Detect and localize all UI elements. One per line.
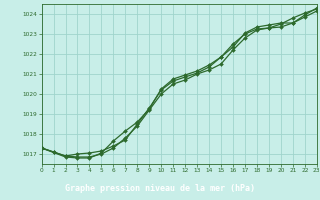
Text: Graphe pression niveau de la mer (hPa): Graphe pression niveau de la mer (hPa) bbox=[65, 184, 255, 193]
